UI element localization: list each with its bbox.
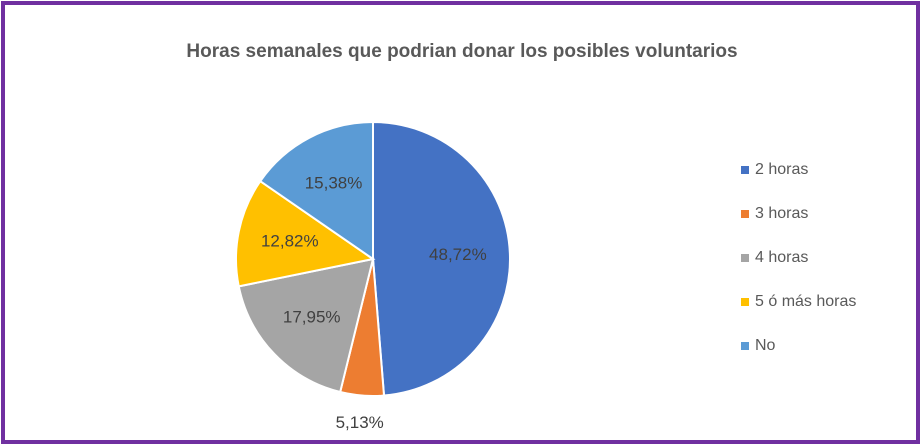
legend-swatch <box>741 254 749 262</box>
chart-title: Horas semanales que podrian donar los po… <box>186 41 737 62</box>
pie-slice <box>372 120 511 397</box>
data-label: 12,82% <box>261 231 319 250</box>
legend-label: No <box>755 337 776 354</box>
legend-swatch <box>741 210 749 218</box>
legend-label: 5 ó más horas <box>755 293 856 310</box>
data-label: 15,38% <box>305 173 363 192</box>
legend-label: 4 horas <box>755 249 808 266</box>
legend-swatch <box>741 298 749 306</box>
legend-swatch <box>741 166 749 174</box>
data-label: 5,13% <box>336 413 384 432</box>
pie-slice <box>258 120 374 261</box>
pie-slice <box>237 257 375 394</box>
data-label: 17,95% <box>283 307 341 326</box>
legend-label: 3 horas <box>755 205 808 222</box>
legend-swatch <box>741 342 749 350</box>
legend-label: 2 horas <box>755 161 808 178</box>
data-label: 48,72% <box>429 245 487 264</box>
pie-slice <box>235 179 376 288</box>
